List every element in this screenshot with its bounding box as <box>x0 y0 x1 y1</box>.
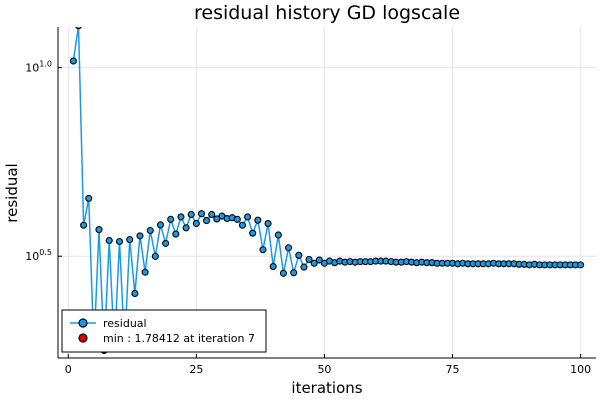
data-point <box>254 216 262 224</box>
x-axis-label: iterations <box>291 379 362 397</box>
x-tick-label: 0 <box>65 363 72 376</box>
legend-label-min: min : 1.78412 at iteration 7 <box>103 332 255 345</box>
data-point <box>167 215 175 223</box>
legend-box <box>61 309 267 353</box>
legend-marker-residual <box>78 318 88 328</box>
data-point <box>156 221 165 229</box>
data-point <box>197 210 206 218</box>
data-point <box>213 215 221 223</box>
data-point <box>162 239 170 247</box>
data-point <box>95 226 103 234</box>
data-point <box>279 269 288 277</box>
data-point <box>80 221 88 229</box>
legend: residual min : 1.78412 at iteration 7 <box>61 309 267 353</box>
data-point <box>295 251 303 259</box>
y-tick-label: 100.5 <box>25 248 52 263</box>
data-point <box>172 230 180 238</box>
data-point <box>182 224 190 232</box>
grid <box>58 27 596 358</box>
data-point <box>203 217 211 225</box>
data-point <box>136 232 144 240</box>
data-point <box>141 268 149 276</box>
data-point <box>85 194 93 202</box>
data-point <box>290 269 298 277</box>
data-point <box>126 236 134 244</box>
data-point <box>305 255 313 264</box>
data-point <box>146 226 154 235</box>
x-tick-label: 25 <box>189 363 203 376</box>
data-point <box>233 215 241 223</box>
data-point <box>75 27 82 30</box>
data-point <box>131 289 139 298</box>
data-point <box>115 237 124 246</box>
data-point <box>285 244 293 252</box>
data-point <box>244 213 252 221</box>
data-point <box>208 210 216 219</box>
data-point <box>151 252 159 260</box>
data-point <box>187 210 195 219</box>
y-axis-label: residual <box>3 163 21 222</box>
data-point <box>274 231 282 239</box>
data-point <box>269 262 277 271</box>
x-tick-label: 100 <box>570 363 591 376</box>
data-point <box>238 221 247 229</box>
data-point <box>249 229 257 237</box>
data-point <box>105 236 113 245</box>
x-tick-label: 50 <box>317 363 331 376</box>
legend-marker-min <box>78 333 88 343</box>
data-point <box>192 220 200 228</box>
legend-label-residual: residual <box>103 317 147 330</box>
data-point <box>69 57 77 65</box>
data-point <box>577 261 585 269</box>
x-tick-label: 75 <box>446 363 460 376</box>
data-point <box>310 259 318 267</box>
axes <box>57 27 596 359</box>
data-point <box>315 256 323 264</box>
data-point <box>300 263 308 271</box>
data-point <box>177 213 185 221</box>
chart-title: residual history GD logscale <box>194 2 460 24</box>
data-point <box>264 220 272 228</box>
data-point <box>259 246 267 254</box>
y-tick-label: 101.0 <box>25 59 52 74</box>
ticks: 0 25 50 75 100 100.5 101.0 <box>25 59 591 376</box>
